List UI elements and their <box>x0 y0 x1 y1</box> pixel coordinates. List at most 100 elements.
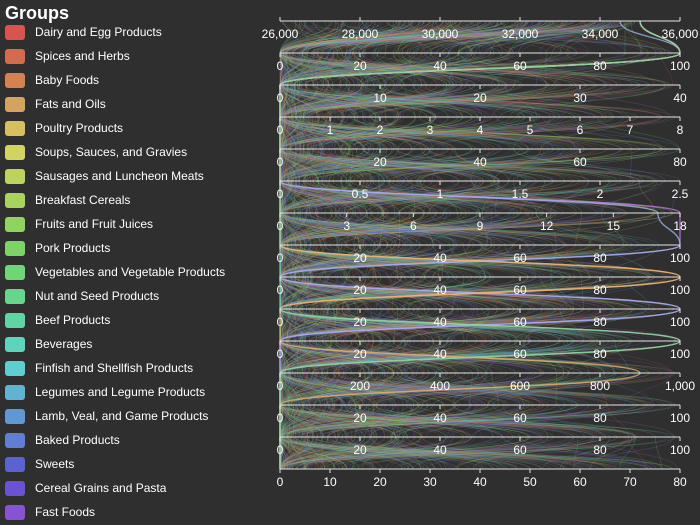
data-line <box>279 20 561 470</box>
data-line <box>279 20 632 470</box>
legend-item[interactable]: Fruits and Fruit Juices <box>5 216 270 234</box>
data-line <box>279 20 599 470</box>
tick-label: 10 <box>373 91 387 105</box>
tick-label: 80 <box>593 251 607 265</box>
data-line <box>280 20 532 470</box>
legend-swatch <box>5 289 25 304</box>
tick-label: 30 <box>573 91 587 105</box>
tick-label: 100 <box>670 443 690 457</box>
legend-label: Fats and Oils <box>35 97 106 111</box>
data-line <box>280 20 674 470</box>
data-line <box>279 20 496 470</box>
legend-item[interactable]: Sweets <box>5 456 270 474</box>
legend-item[interactable]: Soups, Sauces, and Gravies <box>5 144 270 162</box>
data-line <box>279 20 654 470</box>
tick-label: 1 <box>327 123 334 137</box>
data-line <box>279 20 580 470</box>
tick-label: 0 <box>277 155 284 169</box>
tick-label: 80 <box>593 315 607 329</box>
data-line <box>279 20 664 470</box>
legend-item[interactable]: Cereal Grains and Pasta <box>5 480 270 498</box>
legend-item[interactable]: Sausages and Luncheon Meats <box>5 168 270 186</box>
tick-label: 20 <box>353 443 367 457</box>
legend-swatch <box>5 121 25 136</box>
legend-swatch <box>5 265 25 280</box>
axis: 0 20 40 60 80 100 <box>277 52 690 73</box>
tick-label: 5 <box>527 123 534 137</box>
legend-label: Vegetables and Vegetable Products <box>35 265 226 279</box>
data-line <box>279 20 626 470</box>
legend-item[interactable]: Legumes and Legume Products <box>5 384 270 402</box>
legend-swatch <box>5 217 25 232</box>
legend-item[interactable]: Fats and Oils <box>5 96 270 114</box>
data-line <box>279 20 680 470</box>
legend-item[interactable]: Baby Foods <box>5 72 270 90</box>
legend-item[interactable]: Finfish and Shellfish Products <box>5 360 270 378</box>
data-line <box>279 20 627 470</box>
axis: 0 3 6 9 12 15 18 <box>277 212 687 233</box>
data-line <box>279 20 676 470</box>
legend-item[interactable]: Beverages <box>5 336 270 354</box>
data-line <box>279 20 617 470</box>
legend-label: Finfish and Shellfish Products <box>35 361 194 375</box>
legend-title: Groups <box>5 3 70 23</box>
tick-label: 100 <box>670 411 690 425</box>
tick-label: 60 <box>513 251 527 265</box>
tick-label: 60 <box>513 283 527 297</box>
data-line <box>279 20 656 470</box>
tick-label: 0 <box>277 251 284 265</box>
data-line <box>281 20 670 470</box>
data-line <box>279 20 613 470</box>
data-line <box>279 20 584 470</box>
tick-label: 100 <box>670 59 690 73</box>
data-line <box>279 20 574 470</box>
legend-item[interactable]: Nut and Seed Products <box>5 288 270 306</box>
legend-item[interactable]: Fast Foods <box>5 504 270 522</box>
data-line <box>279 20 657 470</box>
data-line <box>279 20 622 470</box>
tick-label: 20 <box>373 155 387 169</box>
data-line <box>279 20 636 470</box>
tick-label: 20 <box>473 91 487 105</box>
tick-label: 6 <box>577 123 584 137</box>
data-line <box>279 20 660 470</box>
legend-item[interactable]: Lamb, Veal, and Game Products <box>5 408 270 426</box>
tick-label: 20 <box>353 315 367 329</box>
legend-item[interactable]: Baked Products <box>5 432 270 450</box>
data-line <box>279 20 663 470</box>
legend-item[interactable]: Vegetables and Vegetable Products <box>5 264 270 282</box>
data-line <box>280 20 617 470</box>
legend-item[interactable]: Spices and Herbs <box>5 48 270 66</box>
data-line <box>279 20 499 470</box>
legend-item[interactable]: Beef Products <box>5 312 270 330</box>
tick-label: 26,000 <box>262 27 299 41</box>
axis: 0 20 40 60 80 100 <box>277 436 690 457</box>
legend-swatch <box>5 385 25 400</box>
tick-label: 40 <box>433 411 447 425</box>
legend-swatch <box>5 505 25 520</box>
tick-label: 12 <box>540 219 554 233</box>
legend-item[interactable]: Pork Products <box>5 240 270 258</box>
tick-label: 0 <box>277 283 284 297</box>
tick-label: 60 <box>513 347 527 361</box>
legend-label: Baked Products <box>35 433 120 447</box>
tick-label: 0 <box>277 315 284 329</box>
legend-item[interactable]: Breakfast Cereals <box>5 192 270 210</box>
tick-label: 60 <box>513 315 527 329</box>
data-line <box>282 20 622 470</box>
data-line <box>279 20 663 470</box>
axis: 0 0.5 1 1.5 2 2.5 <box>277 180 689 201</box>
tick-label: 10 <box>323 475 337 489</box>
tick-label: 100 <box>670 315 690 329</box>
legend-item[interactable]: Dairy and Egg Products <box>5 24 270 42</box>
data-line <box>280 20 581 470</box>
tick-label: 0 <box>277 123 284 137</box>
legend-item[interactable]: Poultry Products <box>5 120 270 138</box>
legend-swatch <box>5 49 25 64</box>
legend-label: Lamb, Veal, and Game Products <box>35 409 209 423</box>
data-line <box>279 20 670 470</box>
data-line <box>279 20 574 470</box>
tick-label: 0 <box>277 187 284 201</box>
data-line <box>289 20 635 470</box>
